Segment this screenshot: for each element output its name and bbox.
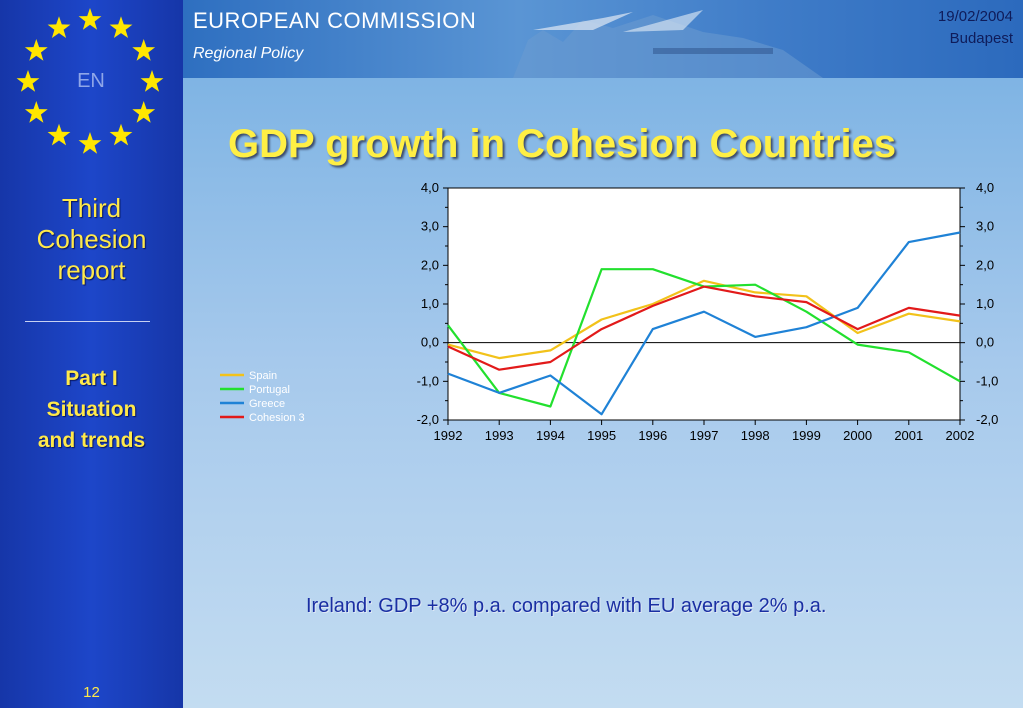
sidebar-part-line-3: and trends [37,429,146,452]
sidebar-part-line-2: Situation [46,398,137,421]
ireland-note: Ireland: GDP +8% p.a. compared with EU a… [306,595,827,617]
sidebar-part-line-1: Part I [65,367,118,390]
header-banner: EUROPEAN COMMISSION Regional Policy 19/0… [183,0,1023,78]
y-tick-label-left: 3,0 [421,219,439,234]
x-tick-label: 1999 [792,428,821,443]
eu-star-icon [140,70,164,92]
y-tick-label-left: -2,0 [417,412,439,427]
eu-star-icon [24,101,48,123]
y-tick-label-right: 4,0 [976,180,994,195]
x-tick-label: 1992 [434,428,463,443]
department-name: Regional Policy [193,45,304,62]
language-code: EN [77,70,105,92]
sidebar-title-line-3: report [57,255,126,285]
x-tick-label: 2000 [843,428,872,443]
legend-label: Spain [249,370,277,382]
y-tick-label-left: 4,0 [421,180,439,195]
eu-star-icon [24,39,48,61]
y-tick-label-right: 1,0 [976,296,994,311]
x-tick-label: 2002 [946,428,975,443]
y-tick-label-right: 2,0 [976,257,994,272]
eu-star-icon [109,16,133,38]
y-tick-label-left: -1,0 [417,373,439,388]
eu-star-icon [16,70,40,92]
x-tick-label: 1993 [485,428,514,443]
page-number: 12 [83,684,100,701]
series-line-greece [447,231,961,416]
eu-star-icon [132,39,156,61]
y-tick-label-right: 0,0 [976,335,994,350]
eu-star-icon [109,123,133,146]
eu-star-icon [78,8,102,30]
x-tick-label: 1994 [536,428,565,443]
x-tick-label: 2001 [894,428,923,443]
slide-title: GDP growth in Cohesion Countries [228,122,897,166]
eu-star-icon [47,16,71,38]
eu-star-icon [47,123,71,146]
sidebar-title-line-2: Cohesion [36,224,147,254]
eu-star-icon [78,132,102,154]
legend-label: Cohesion 3 [249,412,305,424]
y-tick-label-left: 2,0 [421,257,439,272]
legend-label: Portugal [249,384,290,396]
x-tick-label: 1997 [690,428,719,443]
series-line-spain [447,279,961,360]
y-tick-label-left: 1,0 [421,296,439,311]
harbour-banner-icon [513,10,823,78]
x-tick-label: 1998 [741,428,770,443]
organization-name: EUROPEAN COMMISSION [193,8,477,33]
y-tick-label-right: 3,0 [976,219,994,234]
eu-flag-stars-icon [16,8,164,154]
series-line-cohesion-3 [447,285,961,371]
date-place: 19/02/2004 Budapest [938,6,1013,50]
gdp-growth-chart: 4,0 4,0 3,0 3,0 2,0 2,0 1,0 1,0 0,0 0,0 -1,0 -1,0 -2… [220,180,998,443]
sidebar-divider [25,321,150,322]
eu-star-icon [132,101,156,123]
y-tick-label-left: 0,0 [421,335,439,350]
x-tick-label: 1996 [638,428,667,443]
sidebar-title-line-1: Third [61,193,122,223]
legend-label: Greece [249,398,285,410]
sidebar: EN Third Cohesion report Part I Situatio… [0,0,183,708]
place: Budapest [949,30,1013,47]
y-tick-label-right: -2,0 [976,412,998,427]
x-tick-label: 1995 [587,428,616,443]
y-tick-label-right: -1,0 [976,373,998,388]
sidebar-part: Part I Situation and trends [0,363,183,456]
date: 19/02/2004 [937,8,1013,25]
